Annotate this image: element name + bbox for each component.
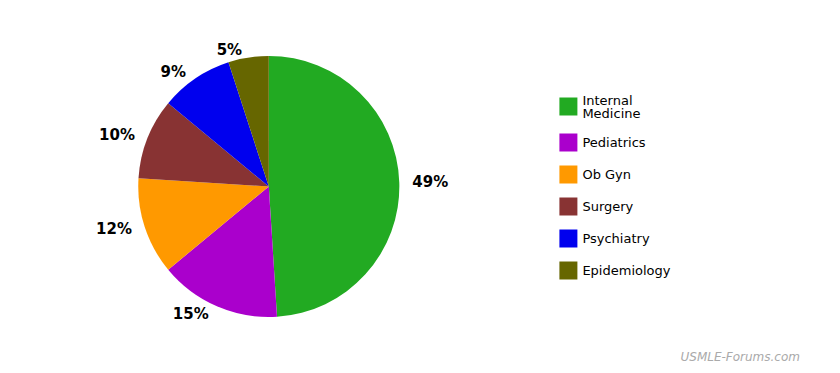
svg-text:10%: 10%	[99, 126, 135, 144]
svg-text:Ob Gyn: Ob Gyn	[582, 167, 631, 182]
svg-text:Epidemiology: Epidemiology	[582, 263, 670, 278]
svg-text:Medicine: Medicine	[582, 106, 640, 121]
svg-text:USMLE-Forums.com: USMLE-Forums.com	[680, 350, 800, 364]
svg-text:Psychiatry: Psychiatry	[582, 231, 649, 246]
svg-text:Pediatrics: Pediatrics	[582, 135, 645, 150]
svg-text:Internal: Internal	[582, 92, 633, 108]
svg-text:15%: 15%	[173, 305, 209, 323]
svg-text:12%: 12%	[96, 220, 132, 238]
svg-text:Surgery: Surgery	[582, 199, 633, 214]
svg-text:49%: 49%	[412, 173, 448, 191]
svg-text:9%: 9%	[160, 63, 185, 81]
svg-text:5%: 5%	[217, 41, 242, 59]
